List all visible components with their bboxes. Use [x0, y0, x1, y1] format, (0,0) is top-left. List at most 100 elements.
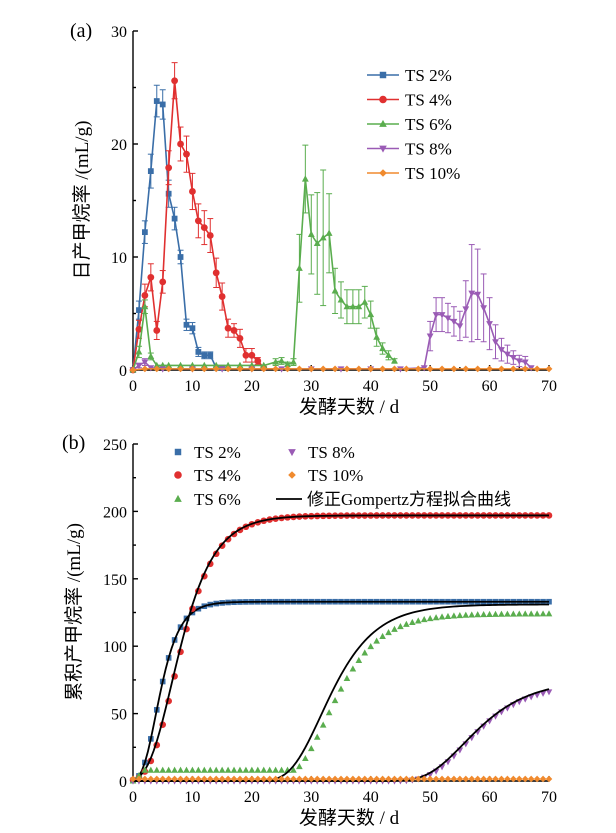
data-point — [177, 361, 184, 369]
legend-entry: TS 8% — [288, 443, 355, 462]
data-point — [343, 365, 351, 373]
data-point — [444, 775, 452, 783]
data-point — [480, 611, 487, 618]
data-point — [325, 229, 333, 236]
legend-label: TS 4% — [405, 91, 452, 110]
data-point — [301, 175, 309, 182]
series-ts6 — [129, 603, 553, 784]
data-point — [212, 361, 220, 369]
legend-marker — [288, 449, 296, 457]
data-point — [224, 365, 232, 373]
data-point — [260, 775, 268, 783]
legend-label: 修正Gompertz方程拟合曲线 — [307, 490, 511, 509]
data-point — [474, 611, 481, 618]
data-point — [474, 775, 481, 783]
data-point — [385, 629, 392, 636]
data-point — [278, 775, 285, 783]
data-point — [296, 365, 303, 373]
data-point — [266, 766, 273, 773]
data-point — [367, 310, 375, 318]
data-point — [515, 610, 523, 617]
data-point — [349, 775, 357, 783]
data-point — [153, 365, 161, 373]
y-axis-title: 日产甲烷率 /(mL/g) — [71, 121, 93, 280]
legend-label: TS 4% — [194, 466, 241, 485]
data-point — [438, 775, 446, 783]
data-point — [183, 775, 190, 783]
data-point — [391, 357, 398, 364]
x-tick-label: 30 — [303, 789, 319, 806]
data-point — [242, 775, 250, 783]
data-point — [486, 775, 493, 783]
data-point — [403, 775, 410, 783]
data-point — [147, 273, 155, 281]
legend-marker — [379, 169, 387, 177]
y-tick-label: 50 — [111, 707, 127, 724]
data-point — [492, 339, 499, 346]
data-point — [343, 302, 351, 310]
data-point — [391, 775, 398, 783]
data-point — [177, 775, 184, 783]
legend-marker — [379, 71, 387, 79]
data-point — [515, 358, 523, 365]
gompertz-fit-line — [132, 514, 549, 781]
data-point — [242, 766, 250, 773]
data-point — [200, 361, 208, 369]
data-point — [284, 365, 291, 373]
data-point — [177, 254, 184, 260]
data-point — [183, 321, 190, 328]
legend-entry: TS 4% — [174, 466, 241, 485]
data-point — [509, 355, 517, 362]
data-point — [533, 365, 541, 373]
data-point — [444, 315, 452, 322]
data-point — [426, 775, 434, 783]
data-point — [337, 775, 345, 783]
data-point — [266, 775, 273, 783]
data-point — [349, 665, 357, 672]
data-point — [189, 365, 196, 373]
data-point — [189, 775, 196, 783]
data-point — [450, 365, 458, 373]
y-tick-label: 20 — [111, 137, 127, 154]
data-point — [409, 775, 416, 783]
data-point — [486, 365, 493, 373]
data-point — [147, 775, 155, 783]
data-point — [533, 610, 541, 617]
data-point — [201, 766, 208, 773]
data-point — [230, 766, 238, 773]
data-point — [450, 775, 458, 783]
data-point — [296, 763, 303, 770]
data-point — [432, 775, 440, 783]
data-point — [361, 775, 369, 783]
data-point — [480, 305, 488, 312]
data-point — [385, 775, 392, 783]
data-point — [236, 334, 244, 342]
x-tick-label: 40 — [363, 789, 379, 806]
series-ts6 — [129, 144, 398, 373]
data-point — [468, 611, 476, 618]
data-point — [248, 766, 256, 773]
data-point — [195, 775, 202, 783]
series-ts10 — [129, 365, 553, 374]
data-point — [153, 766, 161, 773]
data-point — [545, 365, 553, 373]
data-point — [189, 766, 196, 773]
data-point — [165, 365, 173, 373]
legend-entry: TS 2% — [367, 66, 452, 85]
data-point — [248, 351, 256, 359]
data-point — [224, 775, 232, 783]
panel-label: (b) — [62, 432, 85, 454]
data-point — [236, 365, 244, 373]
data-point — [194, 217, 202, 225]
data-point — [379, 344, 386, 352]
data-point — [319, 234, 327, 241]
data-point — [129, 775, 137, 783]
data-point — [391, 625, 398, 632]
data-point — [432, 312, 440, 319]
legend-entry: TS 4% — [367, 91, 452, 110]
data-point — [504, 610, 511, 617]
data-point — [206, 766, 214, 773]
data-point — [260, 365, 268, 373]
data-point — [462, 365, 470, 373]
